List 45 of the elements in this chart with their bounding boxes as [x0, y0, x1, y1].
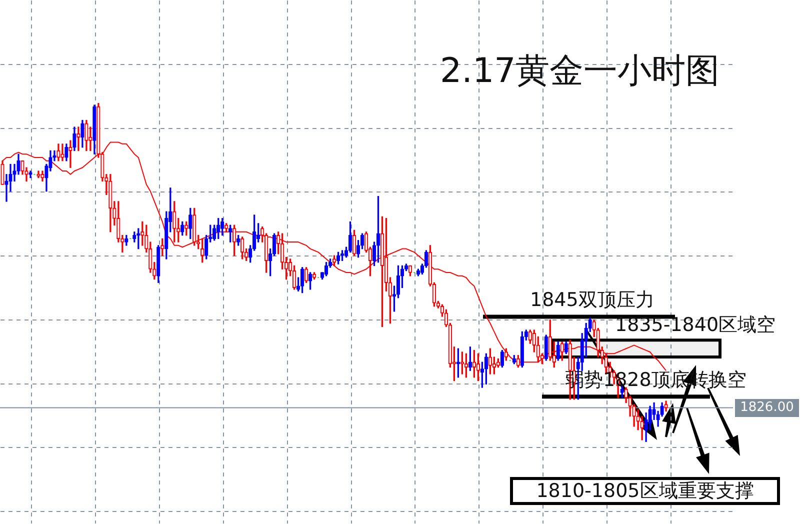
text: 1826.00	[735, 398, 799, 417]
candlestick	[300, 267, 304, 294]
text: 1810-1805区域重要支撑	[510, 477, 780, 505]
candlestick	[488, 348, 492, 374]
band-label: 1835-1840区域空	[615, 314, 776, 336]
candlestick	[92, 104, 96, 154]
candlestick	[504, 348, 508, 361]
chart-title: 2.17黄金一小时图	[440, 51, 720, 91]
candlestick	[308, 272, 312, 290]
candlestick	[560, 342, 564, 361]
candlestick	[336, 252, 340, 264]
candlestick	[520, 331, 524, 368]
candlestick	[544, 334, 548, 361]
candlestick	[188, 208, 192, 239]
candlestick	[476, 353, 480, 382]
candlestick	[380, 216, 384, 327]
candlestick	[664, 400, 668, 412]
candlestick	[460, 352, 464, 374]
candlestick	[136, 228, 140, 250]
candlestick	[36, 170, 40, 178]
candlestick	[68, 140, 72, 168]
candlestick	[56, 144, 60, 162]
candlestick	[408, 265, 412, 276]
candlestick	[304, 267, 308, 283]
candlestick	[88, 126, 92, 152]
candlestick	[80, 120, 84, 148]
candlestick	[108, 174, 112, 232]
candlestick	[84, 120, 88, 152]
candlestick	[500, 350, 504, 368]
candlestick	[192, 208, 196, 246]
candlestick	[64, 144, 68, 162]
candlestick	[40, 170, 44, 182]
candlestick	[516, 355, 520, 368]
candlestick	[172, 201, 176, 242]
candlestick	[28, 170, 32, 178]
candlestick	[548, 320, 552, 361]
candlestick	[456, 348, 460, 378]
candlestick	[60, 144, 64, 162]
candlestick	[376, 196, 380, 263]
candlestick	[200, 238, 204, 263]
candlestick	[564, 342, 568, 354]
ref-line-label: 1845双顶压力	[530, 288, 654, 311]
candlestick	[76, 126, 80, 152]
candlestick	[72, 126, 76, 152]
candlestick	[232, 224, 236, 256]
